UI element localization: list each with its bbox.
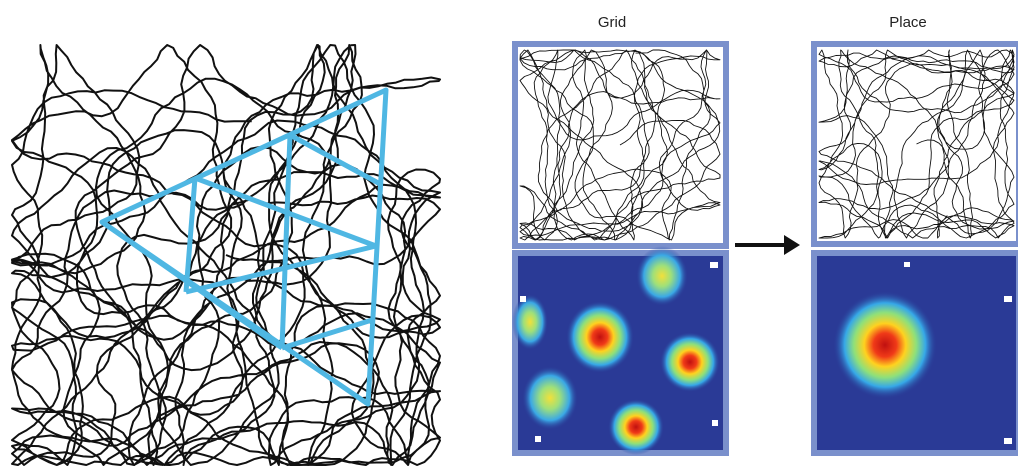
- unvisited-bin: [1004, 438, 1012, 444]
- grid-trajectory-panel: [512, 41, 729, 249]
- trajectory-line: [519, 49, 721, 241]
- triangle-inner-line: [194, 175, 377, 249]
- place-label: Place: [889, 14, 927, 31]
- grid-field: [512, 294, 548, 350]
- triangle-inner-line: [288, 132, 384, 188]
- triangle-inner-line: [279, 134, 293, 349]
- place-trajectory-panel: [811, 41, 1018, 247]
- trajectory-line: [818, 49, 1015, 239]
- unvisited-bin: [1004, 296, 1012, 302]
- unvisited-bin: [520, 296, 526, 302]
- triangle-inner-line: [185, 243, 377, 295]
- place-ratemap-panel: [811, 250, 1018, 456]
- transition-arrow: [735, 235, 800, 255]
- unvisited-bin: [535, 436, 541, 442]
- grid-field: [636, 246, 688, 306]
- grid-ratemap-panel: [512, 246, 729, 456]
- unvisited-bin: [710, 262, 718, 268]
- unvisited-bin: [712, 420, 718, 426]
- grid-field: [660, 332, 720, 392]
- triangle-inner-line: [183, 177, 198, 293]
- large-trajectory-panel: [11, 44, 441, 466]
- large-trajectory-path: [11, 44, 441, 466]
- grid-field: [566, 301, 634, 373]
- grid-field: [608, 399, 664, 455]
- place-trajectory-path: [818, 49, 1015, 239]
- grid-triangle-overlay: [99, 87, 389, 407]
- place-field: [833, 291, 937, 399]
- triangle-inner-line: [100, 219, 284, 351]
- trajectory-line: [11, 44, 441, 466]
- triangle-inner-line: [281, 317, 373, 351]
- unvisited-bin: [904, 262, 910, 267]
- grid-field: [522, 366, 578, 430]
- grid-trajectory-path: [519, 49, 721, 241]
- grid-label: Grid: [597, 14, 627, 31]
